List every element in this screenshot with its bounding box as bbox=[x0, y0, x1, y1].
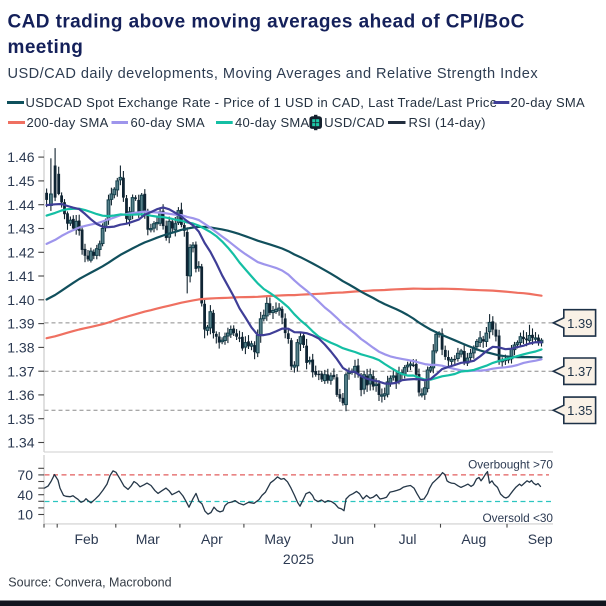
svg-text:Oversold <30: Oversold <30 bbox=[483, 511, 554, 525]
svg-text:1.41: 1.41 bbox=[7, 268, 34, 284]
svg-text:Jul: Jul bbox=[399, 531, 417, 547]
svg-text:1.45: 1.45 bbox=[7, 173, 34, 189]
svg-text:1.36: 1.36 bbox=[7, 387, 34, 403]
svg-text:200-day SMA: 200-day SMA bbox=[27, 115, 109, 130]
svg-text:1.38: 1.38 bbox=[7, 340, 34, 356]
svg-text:1.37: 1.37 bbox=[567, 364, 592, 379]
svg-text:1.35: 1.35 bbox=[567, 403, 592, 418]
svg-text:Sep: Sep bbox=[528, 531, 553, 547]
svg-text:1.44: 1.44 bbox=[7, 197, 34, 213]
svg-text:20-day SMA: 20-day SMA bbox=[511, 95, 586, 110]
svg-text:1.46: 1.46 bbox=[7, 149, 34, 165]
svg-text:1.39: 1.39 bbox=[567, 316, 592, 331]
svg-text:1.37: 1.37 bbox=[7, 363, 34, 379]
svg-text:Source: Convera, Macrobond: Source: Convera, Macrobond bbox=[8, 576, 171, 590]
svg-text:USD/CAD daily developments, Mo: USD/CAD daily developments, Moving Avera… bbox=[8, 66, 539, 82]
svg-text:70: 70 bbox=[17, 467, 33, 483]
svg-text:1.34: 1.34 bbox=[7, 435, 34, 451]
svg-text:Feb: Feb bbox=[74, 531, 98, 547]
svg-text:Aug: Aug bbox=[461, 531, 486, 547]
svg-text:CAD trading above moving avera: CAD trading above moving averages ahead … bbox=[8, 12, 525, 33]
svg-text:Apr: Apr bbox=[201, 531, 223, 547]
svg-text:1.39: 1.39 bbox=[7, 316, 34, 332]
svg-text:1.35: 1.35 bbox=[7, 411, 34, 427]
svg-text:Mar: Mar bbox=[136, 531, 160, 547]
svg-text:May: May bbox=[264, 531, 290, 547]
svg-text:40-day SMA: 40-day SMA bbox=[235, 115, 310, 130]
svg-text:1.42: 1.42 bbox=[7, 244, 34, 260]
svg-text:1.43: 1.43 bbox=[7, 221, 34, 237]
svg-text:RSI (14-day): RSI (14-day) bbox=[409, 115, 486, 130]
svg-text:10: 10 bbox=[17, 507, 33, 523]
svg-text:60-day SMA: 60-day SMA bbox=[131, 115, 206, 130]
svg-text:USDCAD Spot Exchange Rate - Pr: USDCAD Spot Exchange Rate - Price of 1 U… bbox=[26, 95, 498, 110]
svg-text:meeting: meeting bbox=[8, 37, 84, 58]
svg-text:2025: 2025 bbox=[283, 551, 314, 567]
svg-text:40: 40 bbox=[17, 487, 33, 503]
svg-text:1.40: 1.40 bbox=[7, 292, 34, 308]
svg-text:Overbought >70: Overbought >70 bbox=[468, 458, 553, 472]
svg-text:USD/CAD: USD/CAD bbox=[324, 115, 385, 130]
svg-text:Jun: Jun bbox=[332, 531, 355, 547]
